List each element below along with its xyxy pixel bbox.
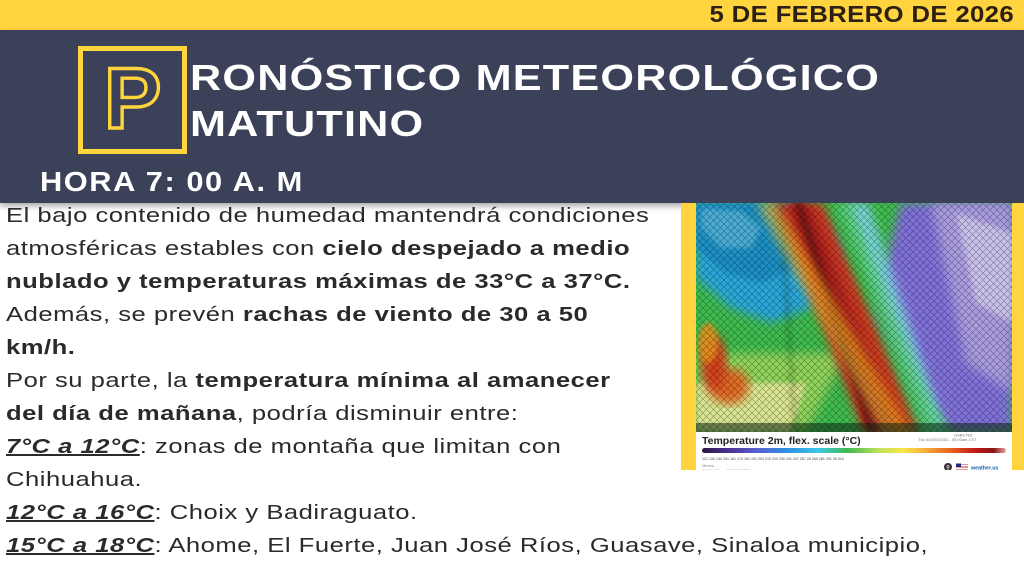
svg-text:P: P (104, 60, 161, 140)
